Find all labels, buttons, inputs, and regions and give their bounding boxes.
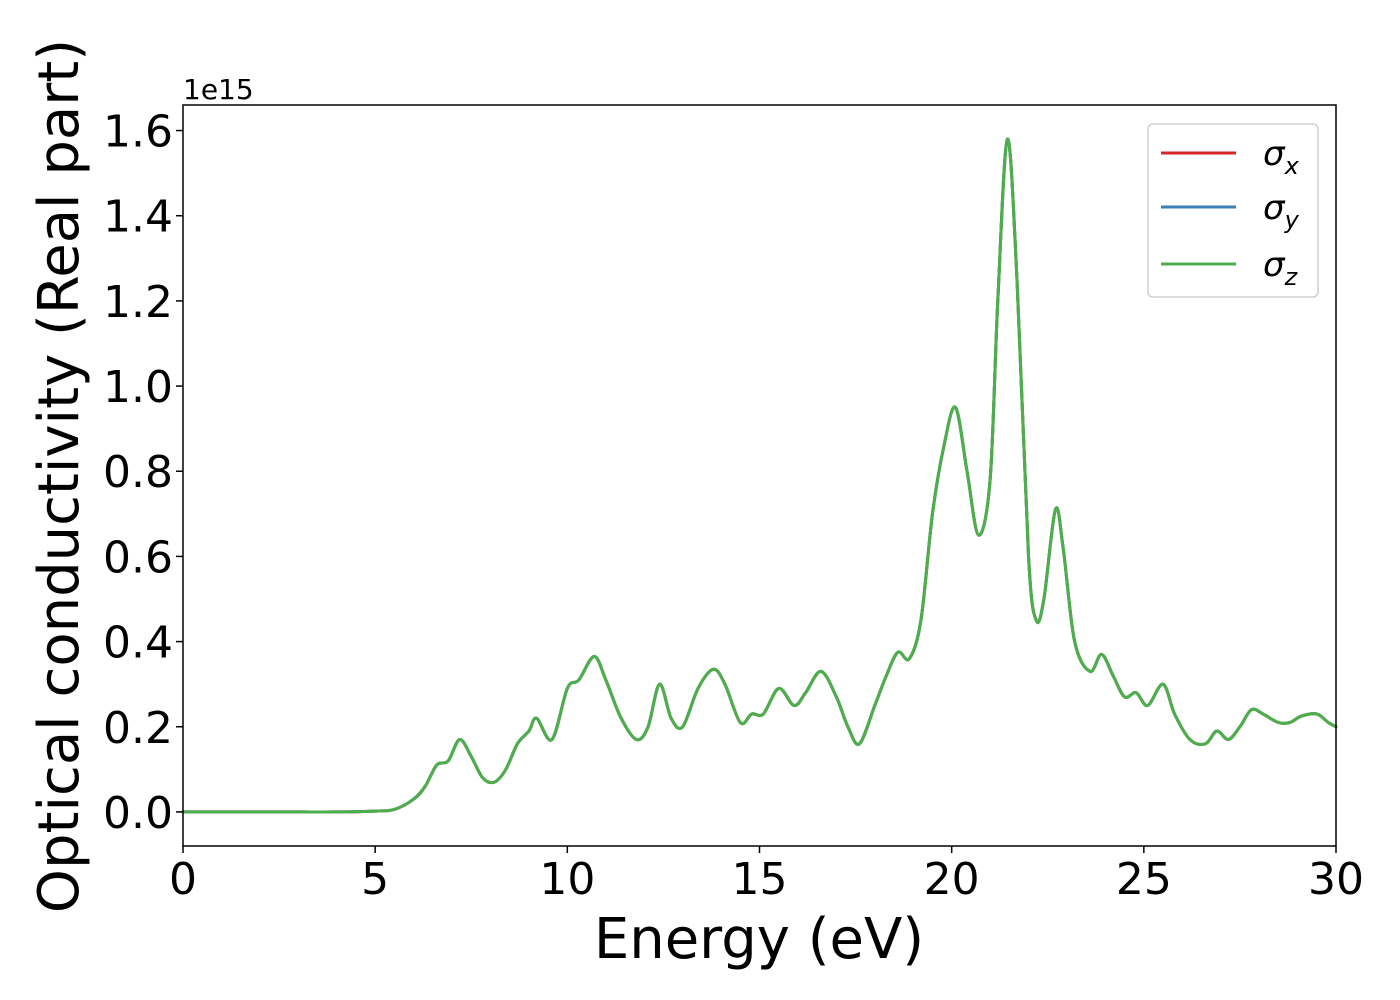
series-line-z xyxy=(181,137,1338,814)
y-tick-label: 0.0 xyxy=(103,788,173,839)
legend-symbol: σ xyxy=(1263,188,1286,228)
y-tick-label: 0.6 xyxy=(103,532,173,583)
y-tick-label: 1.0 xyxy=(103,362,173,413)
y-tick-label: 0.4 xyxy=(103,618,173,669)
x-axis-label: Energy (eV) xyxy=(594,907,924,972)
y-axis-label: Optical conductivity (Real part) xyxy=(27,39,92,913)
legend-label-x: σx xyxy=(1263,134,1300,180)
y-tick-label: 1.6 xyxy=(103,107,173,158)
legend-box xyxy=(1147,123,1319,298)
x-tick-label: 0 xyxy=(169,854,197,905)
x-tick-label: 20 xyxy=(924,854,980,905)
legend-subscript: z xyxy=(1284,263,1299,291)
x-tick-label: 5 xyxy=(361,854,389,905)
y-axis-ticks: 0.0 0.2 0.4 0.6 0.8 1.0 1.2 1.4 1.6 xyxy=(103,107,183,839)
x-axis-ticks: 0 5 10 15 20 25 30 xyxy=(169,846,1364,905)
legend-label-z: σz xyxy=(1263,245,1299,291)
legend-label-y: σy xyxy=(1263,188,1300,234)
y-tick-label: 1.4 xyxy=(103,192,173,243)
y-offset-label: 1e15 xyxy=(183,73,254,106)
legend-subscript: y xyxy=(1284,206,1300,234)
legend-symbol: σ xyxy=(1263,134,1286,174)
y-tick-label: 1.2 xyxy=(103,277,173,328)
x-tick-label: 10 xyxy=(539,854,595,905)
x-tick-label: 30 xyxy=(1308,854,1364,905)
y-tick-label: 0.8 xyxy=(103,447,173,498)
x-tick-label: 25 xyxy=(1116,854,1172,905)
y-tick-label: 0.2 xyxy=(103,703,173,754)
legend-symbol: σ xyxy=(1263,245,1286,285)
x-tick-label: 15 xyxy=(732,854,788,905)
plot-background xyxy=(183,105,1336,846)
series-group xyxy=(181,137,1338,814)
legend-subscript: x xyxy=(1284,152,1300,180)
